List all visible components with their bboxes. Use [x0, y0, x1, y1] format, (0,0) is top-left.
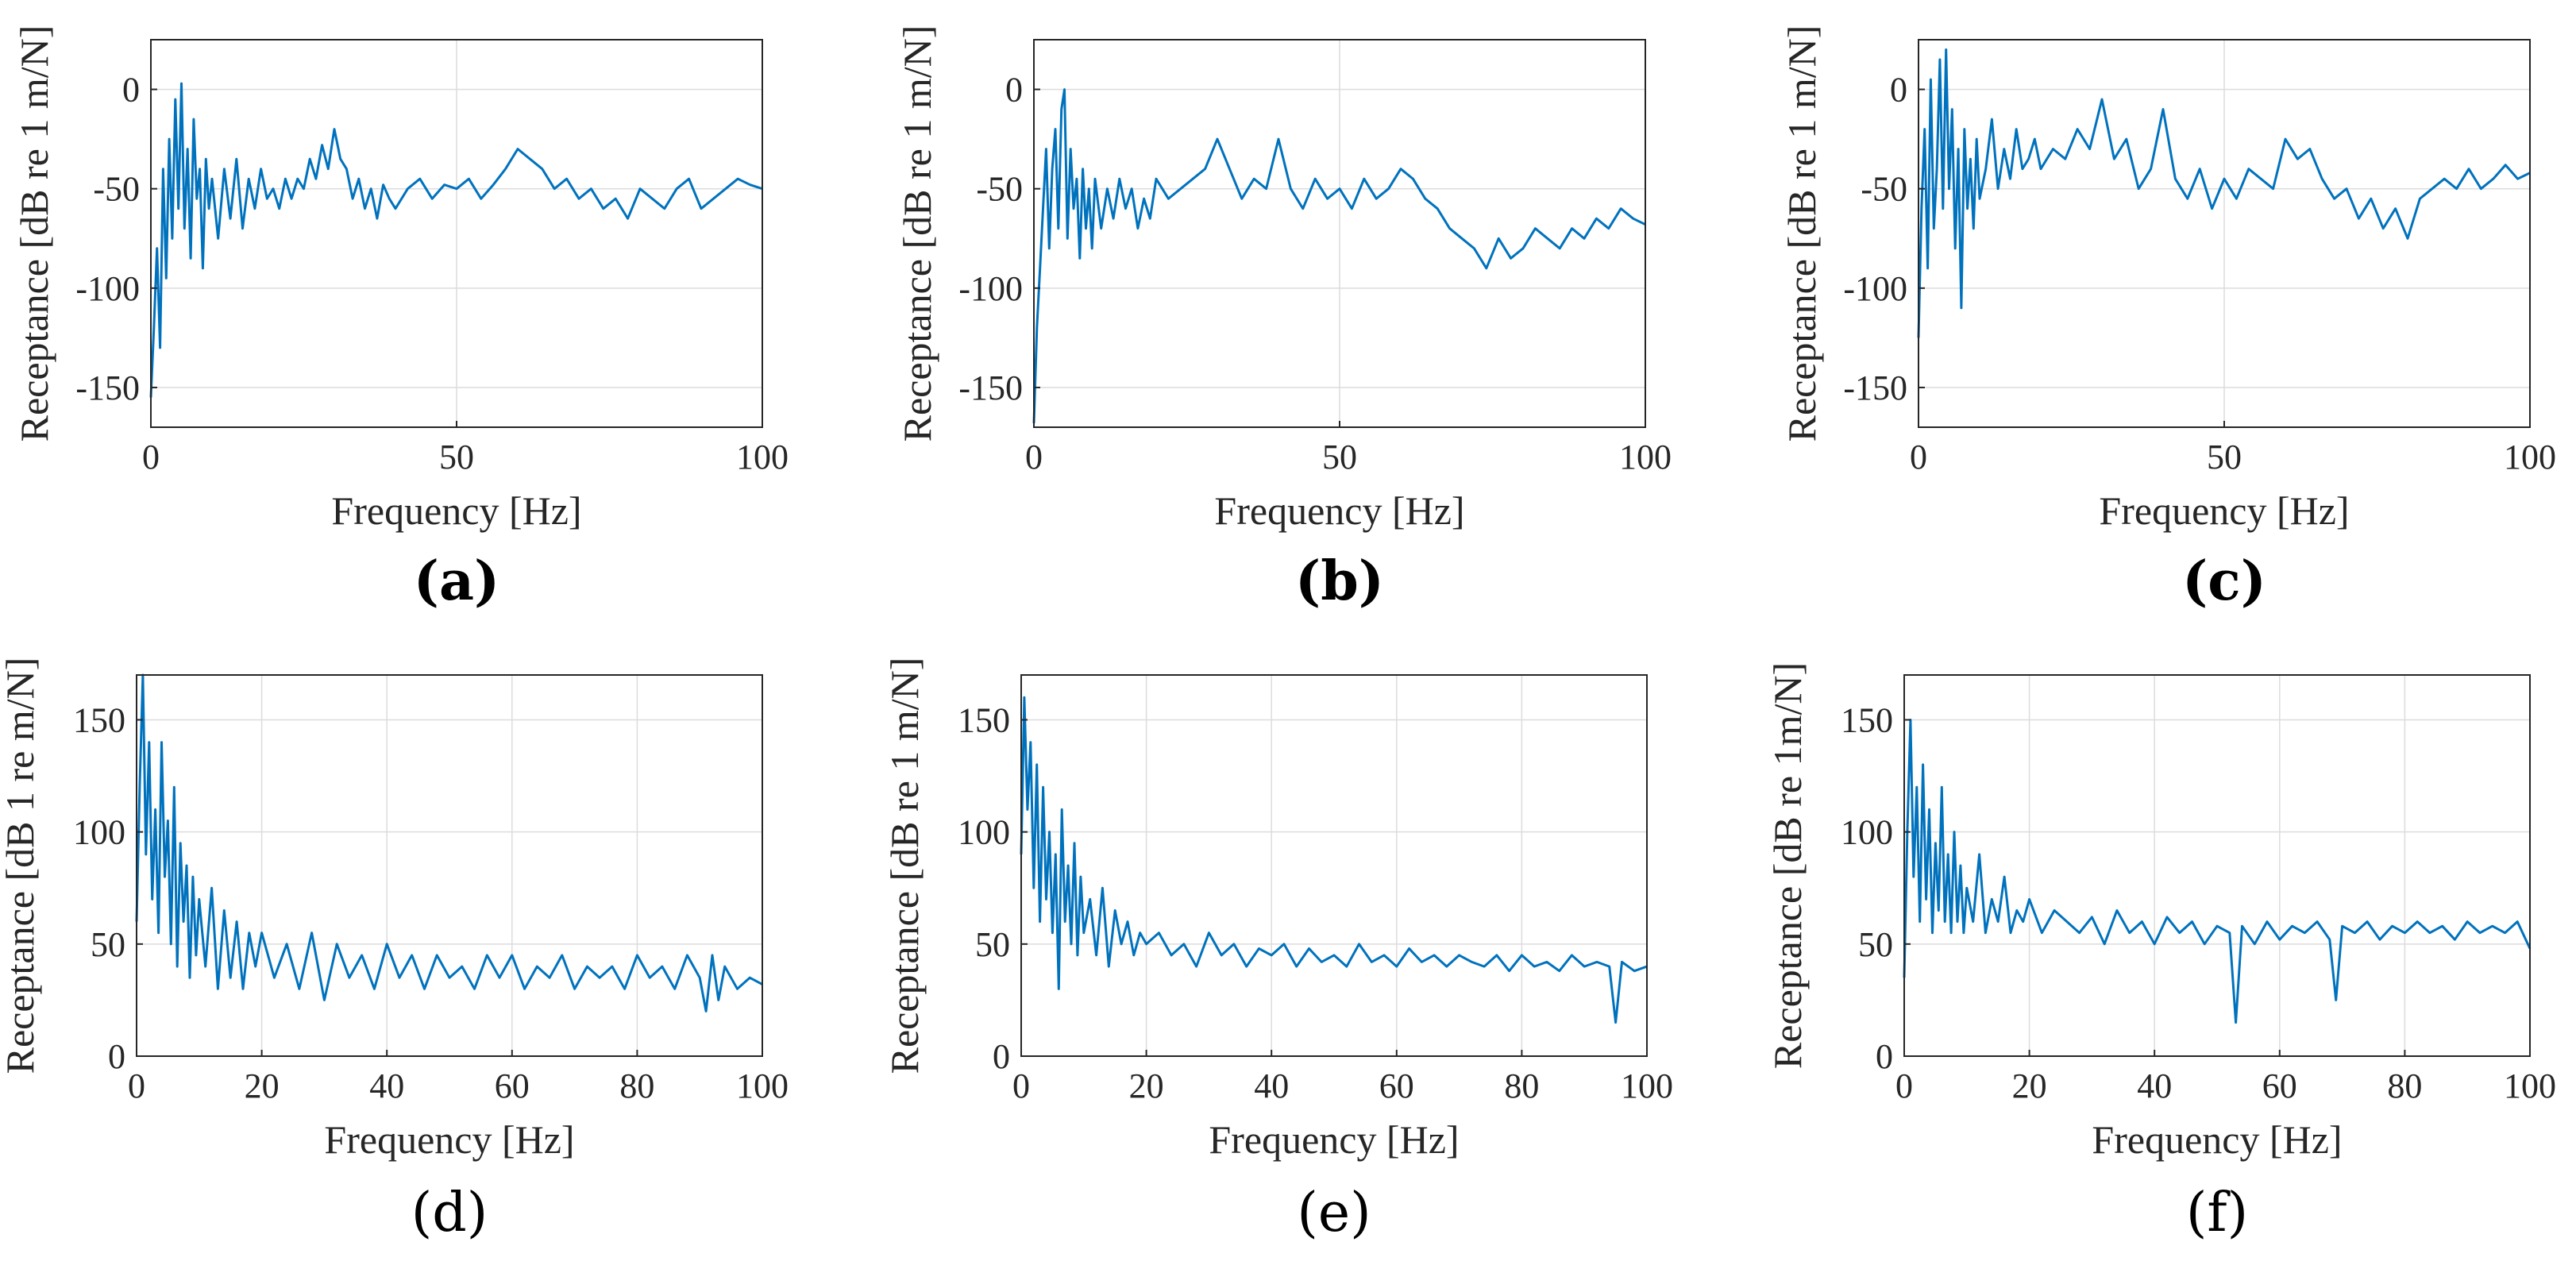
y-tick-label: 0: [1005, 71, 1023, 110]
x-tick-label: 100: [2504, 438, 2556, 476]
x-tick-label: 100: [1621, 1066, 1673, 1105]
y-tick-label: -100: [958, 269, 1023, 308]
series-line-d: [135, 673, 763, 1012]
panel-a: 0 50 100 0 -50 -100 -150 Frequency [Hz] Receptan…: [12, 25, 789, 613]
series-line-e: [1020, 696, 1648, 1024]
y-tick-label: 50: [91, 925, 125, 964]
y-tick-label: 100: [73, 813, 125, 852]
y-tick-label: -100: [75, 269, 140, 308]
y-axis-label: Receptance [dB re 1 m/N]: [1780, 25, 1824, 442]
y-tick-label: -150: [1843, 368, 1907, 407]
panel-label: (e): [1297, 1182, 1371, 1244]
x-axis-label: Frequency [Hz]: [324, 1117, 574, 1162]
x-tick-label: 50: [1322, 438, 1357, 476]
y-tick-label: -50: [93, 170, 140, 209]
x-tick-label: 0: [128, 1066, 145, 1105]
panel-c: 0 50 100 0 -50 -100 -150 Frequency [Hz] Receptan…: [1780, 25, 2556, 613]
x-tick-label: 20: [245, 1066, 280, 1105]
panel-label: (a): [414, 550, 499, 613]
x-tick-label: 80: [2387, 1066, 2422, 1105]
panel-d: 0 20 40 60 80 100 0 50 100 150 Frequency [Hz] Recep…: [0, 658, 789, 1244]
panel-f: 0 20 40 60 80 100 0 50 100 150 Frequency [Hz] Recep…: [1765, 662, 2556, 1244]
x-tick-label: 100: [1619, 438, 1672, 476]
x-axis-label: Frequency [Hz]: [2099, 488, 2349, 533]
y-tick-label: 0: [993, 1037, 1010, 1076]
y-tick-label: 150: [73, 700, 125, 739]
y-tick-label: 0: [108, 1037, 125, 1076]
y-tick-label: -150: [75, 368, 140, 407]
y-tick-label: 50: [975, 925, 1010, 964]
y-axis-label: Receptance [dB re 1 m/N]: [12, 25, 56, 442]
panel-label: (c): [2182, 550, 2266, 613]
x-tick-label: 80: [619, 1066, 654, 1105]
panel-label: (f): [2186, 1182, 2248, 1244]
x-tick-label: 50: [439, 438, 474, 476]
x-tick-label: 0: [1025, 438, 1043, 476]
x-tick-label: 100: [2504, 1066, 2556, 1105]
x-tick-label: 100: [736, 438, 789, 476]
x-axis-label: Frequency [Hz]: [2092, 1117, 2342, 1162]
y-tick-label: 0: [1876, 1037, 1893, 1076]
y-axis-label: Receptance [dB re 1 m/N]: [882, 658, 927, 1074]
y-tick-label: 150: [958, 700, 1010, 739]
x-axis-label: Frequency [Hz]: [1209, 1117, 1459, 1162]
x-axis-label: Frequency [Hz]: [1214, 488, 1464, 533]
y-tick-label: -150: [958, 368, 1023, 407]
x-tick-label: 80: [1504, 1066, 1539, 1105]
x-tick-label: 60: [495, 1066, 530, 1105]
x-tick-label: 50: [2207, 438, 2242, 476]
series-line-f: [1903, 719, 2532, 1024]
x-tick-label: 60: [2262, 1066, 2297, 1105]
y-axis-label: Receptance [dB re 1 m/N]: [895, 25, 939, 442]
x-tick-label: 0: [1012, 1066, 1030, 1105]
y-tick-label: 0: [122, 71, 140, 110]
panel-label: (d): [411, 1182, 488, 1244]
x-tick-label: 0: [1895, 1066, 1913, 1105]
x-tick-label: 0: [142, 438, 160, 476]
y-axis-label: Receptance [dB 1 re m/N]: [0, 658, 42, 1074]
axes-frame: [1903, 674, 2531, 1057]
y-tick-label: 150: [1841, 700, 1893, 739]
y-tick-label: 100: [958, 813, 1010, 852]
axes-frame: [136, 674, 763, 1057]
x-axis-label: Frequency [Hz]: [331, 488, 581, 533]
y-tick-label: 50: [1858, 925, 1893, 964]
x-tick-label: 60: [1379, 1066, 1414, 1105]
series-line-b: [1032, 88, 1646, 424]
y-tick-label: 100: [1841, 813, 1893, 852]
x-tick-label: 40: [369, 1066, 404, 1105]
y-axis-label: Receptance [dB re 1m/N]: [1765, 662, 1810, 1069]
y-tick-label: 0: [1890, 71, 1907, 110]
series-line-c: [1917, 48, 2531, 338]
y-tick-label: -100: [1843, 269, 1907, 308]
panel-e: 0 20 40 60 80 100 0 50 100 150 Frequency [Hz] Recep…: [882, 658, 1673, 1244]
panel-label: (b): [1295, 550, 1384, 613]
y-tick-label: -50: [1861, 170, 1907, 209]
axes-frame: [1020, 674, 1648, 1057]
x-tick-label: 0: [1910, 438, 1927, 476]
x-tick-label: 20: [2012, 1066, 2047, 1105]
x-tick-label: 20: [1129, 1066, 1164, 1105]
x-tick-label: 40: [1254, 1066, 1289, 1105]
series-line-a: [149, 82, 763, 398]
panel-b: 0 50 100 0 -50 -100 -150 Frequency [Hz] Receptan…: [895, 25, 1672, 613]
y-tick-label: -50: [976, 170, 1023, 209]
x-tick-label: 40: [2137, 1066, 2172, 1105]
x-tick-label: 100: [736, 1066, 789, 1105]
